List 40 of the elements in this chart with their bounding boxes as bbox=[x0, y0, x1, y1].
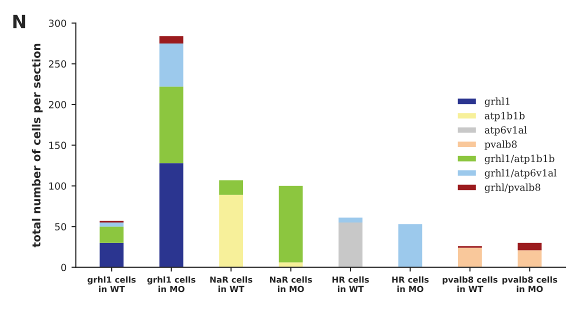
y-tick-label: 150 bbox=[49, 142, 66, 150]
y-axis-title: total number of cells per section bbox=[32, 44, 43, 248]
bar bbox=[100, 226, 124, 243]
bar bbox=[100, 222, 124, 227]
legend-label: atp6v1al bbox=[484, 126, 527, 136]
bar bbox=[398, 224, 422, 268]
bar bbox=[219, 194, 244, 268]
bar bbox=[458, 248, 482, 268]
bar bbox=[338, 222, 362, 268]
y-tick-label: 50 bbox=[55, 223, 66, 230]
legend-label: grhl/pvalb8 bbox=[484, 183, 540, 193]
bar bbox=[159, 86, 184, 164]
legend-label: pvalb8 bbox=[484, 140, 517, 150]
y-tick-label: 0 bbox=[61, 264, 66, 272]
x-tick-label: NaR cells in WT bbox=[210, 276, 252, 292]
legend-label: grhl1/atp1b1b bbox=[484, 154, 554, 164]
bar bbox=[159, 43, 184, 87]
bar bbox=[338, 218, 362, 223]
bar bbox=[219, 180, 244, 195]
x-tick-label: grhl1 cells in MO bbox=[147, 276, 196, 292]
y-tick-label: 300 bbox=[48, 20, 66, 27]
bar bbox=[518, 242, 542, 250]
x-tick-label: HR cells in MO bbox=[392, 276, 429, 292]
bar bbox=[278, 186, 303, 262]
legend-label: grhl1 bbox=[484, 97, 510, 107]
bar bbox=[159, 163, 184, 268]
x-tick-label: NaR cells in MO bbox=[270, 276, 312, 292]
y-tick-label: 200 bbox=[48, 100, 66, 108]
y-tick-label: 100 bbox=[49, 182, 66, 190]
bar bbox=[159, 36, 184, 44]
x-tick-label: pvalb8 cells in MO bbox=[502, 276, 558, 292]
legend-label: atp1b1b bbox=[484, 112, 525, 122]
bar bbox=[100, 242, 124, 268]
x-tick-label: grhl1 cells in WT bbox=[88, 276, 136, 292]
bar bbox=[518, 250, 542, 268]
text: N bbox=[13, 14, 26, 28]
x-tick-label: pvalb8 cells in WT bbox=[442, 276, 498, 292]
y-tick-label: 250 bbox=[48, 60, 66, 68]
x-tick-label: HR cells in WT bbox=[332, 276, 369, 292]
legend-label: grhl1/atp6v1al bbox=[484, 169, 556, 179]
